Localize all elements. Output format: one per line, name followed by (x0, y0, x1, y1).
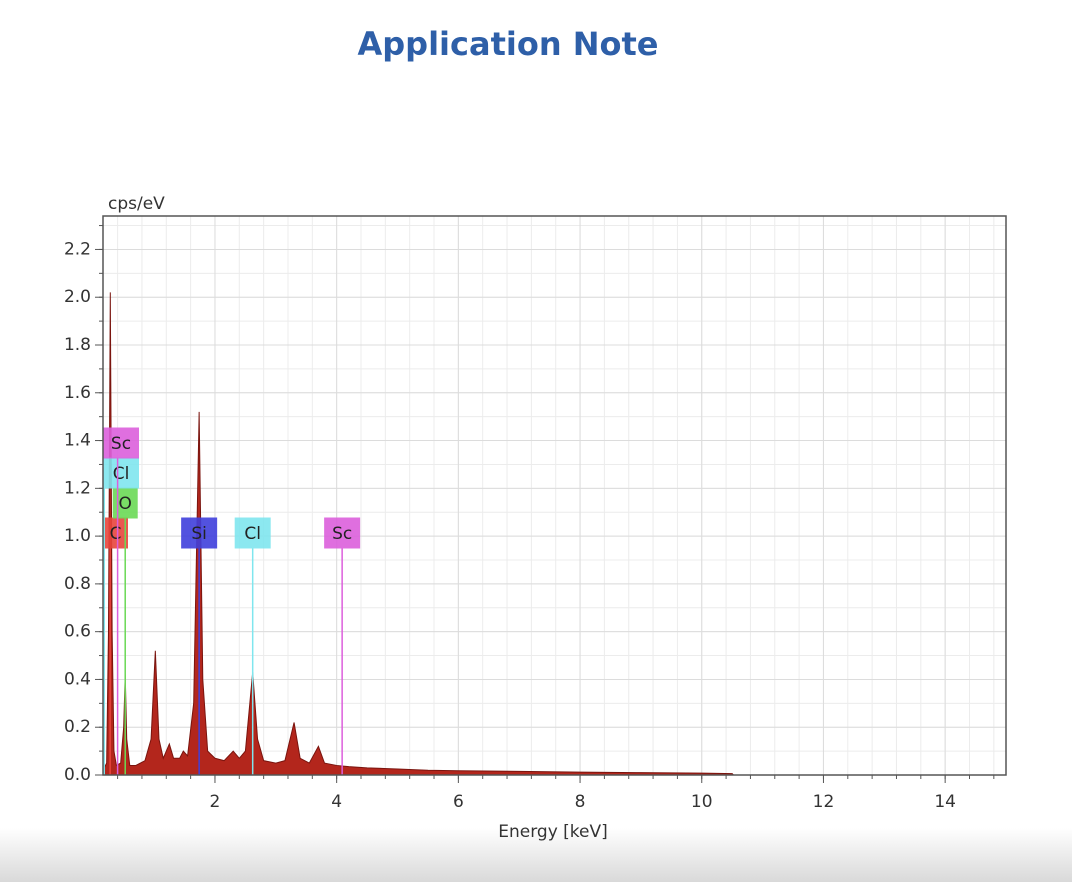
grid (103, 216, 1006, 776)
x-tick-label: 6 (453, 792, 464, 812)
element-label: Cl (244, 524, 261, 544)
axes: 0.0 0.2 0.4 0.6 0.8 1.0 1.2 1.4 1.6 1.8 2.0 2.2 2 4 6 8… (64, 215, 1007, 812)
element-label: Sc (332, 524, 352, 544)
y-tick-label: 2.2 (64, 239, 91, 259)
y-tick-label: 0.0 (64, 765, 91, 785)
element-label: Sc (111, 434, 131, 454)
element-box (103, 457, 139, 489)
x-axis-label: Energy [keV] (498, 822, 608, 842)
element-label: Cl (113, 464, 130, 484)
plot-frame (102, 215, 1007, 776)
y-tick-label: 1.2 (64, 478, 91, 498)
y-tick-label: 1.6 (64, 383, 91, 403)
element-box (103, 427, 139, 459)
y-tick-label: 0.4 (64, 669, 91, 689)
element-box (103, 517, 128, 549)
element-box (324, 517, 361, 549)
bottom-band (0, 828, 1072, 882)
x-tick-label: 12 (813, 792, 835, 812)
y-tick-label: 1.0 (64, 526, 91, 546)
x-tick-label: 4 (331, 792, 342, 812)
element-label: O (119, 494, 132, 514)
x-tick-label: 8 (575, 792, 586, 812)
x-tick-label: 2 (210, 792, 221, 812)
y-axis-label: cps/eV (108, 194, 165, 214)
y-tick-label: 2.0 (64, 287, 91, 307)
y-tick-label: 0.6 (64, 622, 91, 642)
y-tick-label: 0.8 (64, 574, 91, 594)
plot: Si Cl Sc CO Cl Sc (102, 292, 1006, 776)
chart-title: Application Note (357, 25, 658, 63)
element-label: Si (191, 524, 207, 544)
element-box (234, 517, 271, 549)
x-tick-label: 10 (691, 792, 713, 812)
x-tick-label: 14 (934, 792, 956, 812)
element-label: C (110, 524, 122, 544)
element-box (181, 517, 218, 549)
y-tick-label: 1.4 (64, 431, 91, 451)
y-tick-label: 1.8 (64, 335, 91, 355)
y-tick-label: 0.2 (64, 717, 91, 737)
